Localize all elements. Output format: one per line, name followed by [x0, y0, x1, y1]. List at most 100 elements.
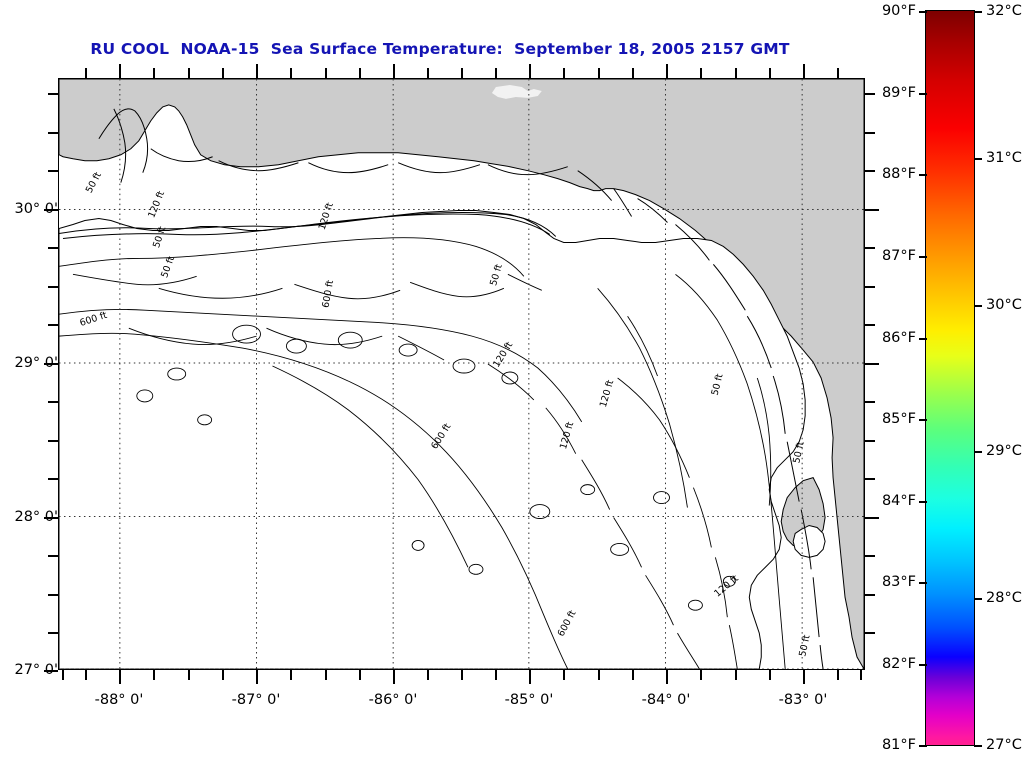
- y-tick-right-major: [865, 363, 879, 365]
- x-tick-minor: [860, 670, 862, 680]
- y-tick-right-minor: [865, 324, 875, 326]
- x-tick-major: [393, 670, 395, 684]
- colorbar-label-28c: 28°C: [986, 590, 1022, 606]
- x-tick-top-minor: [359, 68, 361, 78]
- colorbar-tick-f: [919, 664, 927, 666]
- y-tick-right-minor: [865, 247, 875, 249]
- colorbar-tick-f: [919, 582, 927, 584]
- x-axis-label-84: -84° 0': [641, 692, 691, 708]
- y-tick-major: [44, 670, 58, 672]
- colorbar-tick-f: [919, 419, 927, 421]
- y-tick-major: [44, 363, 58, 365]
- x-tick-minor: [461, 670, 463, 680]
- x-tick-minor: [837, 670, 839, 680]
- x-tick-minor: [735, 670, 737, 680]
- map-canvas: 50 ft 120 ft 50 ft 50 ft 120 ft 600 ft 6…: [59, 79, 864, 669]
- x-tick-minor: [62, 670, 64, 680]
- colorbar-label-90f: 90°F: [881, 3, 916, 19]
- x-tick-top-minor: [427, 68, 429, 78]
- y-tick-minor: [48, 324, 58, 326]
- colorbar-tick-f: [919, 174, 927, 176]
- x-axis-label-85: -85° 0': [504, 692, 554, 708]
- x-tick-minor: [153, 670, 155, 680]
- coastline: [59, 108, 824, 669]
- colorbar-tick-f: [919, 93, 927, 95]
- y-tick-minor: [48, 132, 58, 134]
- x-tick-major: [119, 670, 121, 684]
- x-tick-top-minor: [85, 68, 87, 78]
- colorbar-label-31c: 31°C: [986, 150, 1022, 166]
- y-tick-right-minor: [865, 478, 875, 480]
- x-tick-major: [529, 670, 531, 684]
- x-tick-top-minor: [735, 68, 737, 78]
- x-tick-top-minor: [325, 68, 327, 78]
- x-axis-label-88: -88° 0': [94, 692, 144, 708]
- x-tick-minor: [85, 670, 87, 680]
- x-tick-minor: [222, 670, 224, 680]
- y-tick-minor: [48, 170, 58, 172]
- bathymetry-contours: [59, 237, 786, 669]
- y-tick-right-minor: [865, 286, 875, 288]
- y-tick-minor: [48, 401, 58, 403]
- y-tick-major: [44, 209, 58, 211]
- colorbar-label-83f: 83°F: [881, 574, 916, 590]
- x-tick-top-major: [393, 64, 395, 78]
- x-tick-top-minor: [222, 68, 224, 78]
- colorbar-label-86f: 86°F: [881, 330, 916, 346]
- x-tick-minor: [188, 670, 190, 680]
- map-plot-area[interactable]: 50 ft 120 ft 50 ft 50 ft 120 ft 600 ft 6…: [58, 78, 865, 670]
- x-tick-top-minor: [188, 68, 190, 78]
- y-axis-label-30: 30° 0': [14, 201, 58, 217]
- y-tick-right-minor: [865, 594, 875, 596]
- colorbar-gradient: [925, 10, 975, 746]
- x-tick-top-major: [803, 64, 805, 78]
- colorbar-label-27c: 27°C: [986, 737, 1022, 753]
- colorbar-label-89f: 89°F: [881, 85, 916, 101]
- colorbar-tick-f: [919, 338, 927, 340]
- x-tick-major: [666, 670, 668, 684]
- y-tick-minor: [48, 247, 58, 249]
- x-tick-minor: [769, 670, 771, 680]
- y-tick-major: [44, 517, 58, 519]
- graticule: [59, 79, 864, 669]
- x-tick-top-major: [256, 64, 258, 78]
- page-title: RU COOL NOAA-15 Sea Surface Temperature:…: [90, 40, 790, 58]
- x-tick-major: [803, 670, 805, 684]
- contour-label-50ft-e: 50 ft: [710, 372, 726, 396]
- colorbar-tick-f: [919, 11, 927, 13]
- y-tick-minor: [48, 594, 58, 596]
- x-tick-top-minor: [153, 68, 155, 78]
- colorbar-label-85f: 85°F: [881, 411, 916, 427]
- x-tick-top-minor: [290, 68, 292, 78]
- colorbar-label-81f: 81°F: [881, 737, 916, 753]
- x-tick-top-minor: [769, 68, 771, 78]
- colorbar-tick-f: [919, 256, 927, 258]
- x-tick-minor: [290, 670, 292, 680]
- x-tick-minor: [632, 670, 634, 680]
- colorbar-label-82f: 82°F: [881, 656, 916, 672]
- x-axis-label-87: -87° 0': [231, 692, 281, 708]
- colorbar-tick-c: [974, 158, 982, 160]
- y-tick-right-minor: [865, 401, 875, 403]
- colorbar-tick-c: [974, 451, 982, 453]
- colorbar-label-29c: 29°C: [986, 443, 1022, 459]
- colorbar-label-32c: 32°C: [986, 3, 1022, 19]
- x-tick-top-minor: [700, 68, 702, 78]
- x-tick-minor: [325, 670, 327, 680]
- colorbar-tick-c: [974, 11, 982, 13]
- y-tick-minor: [48, 440, 58, 442]
- contour-label-600ft-a: 600 ft: [320, 279, 336, 309]
- colorbar-tick-c: [974, 745, 982, 747]
- colorbar[interactable]: [925, 10, 975, 746]
- colorbar-tick-c: [974, 305, 982, 307]
- x-tick-top-major: [529, 64, 531, 78]
- contour-label-50ft-g: 50 ft: [797, 634, 812, 658]
- y-tick-right-major: [865, 517, 879, 519]
- x-tick-minor: [427, 670, 429, 680]
- x-tick-top-major: [119, 64, 121, 78]
- y-tick-right-minor: [865, 132, 875, 134]
- x-tick-top-minor: [563, 68, 565, 78]
- colorbar-label-30c: 30°C: [986, 297, 1022, 313]
- x-tick-minor: [598, 670, 600, 680]
- nodata-patch: [491, 84, 542, 99]
